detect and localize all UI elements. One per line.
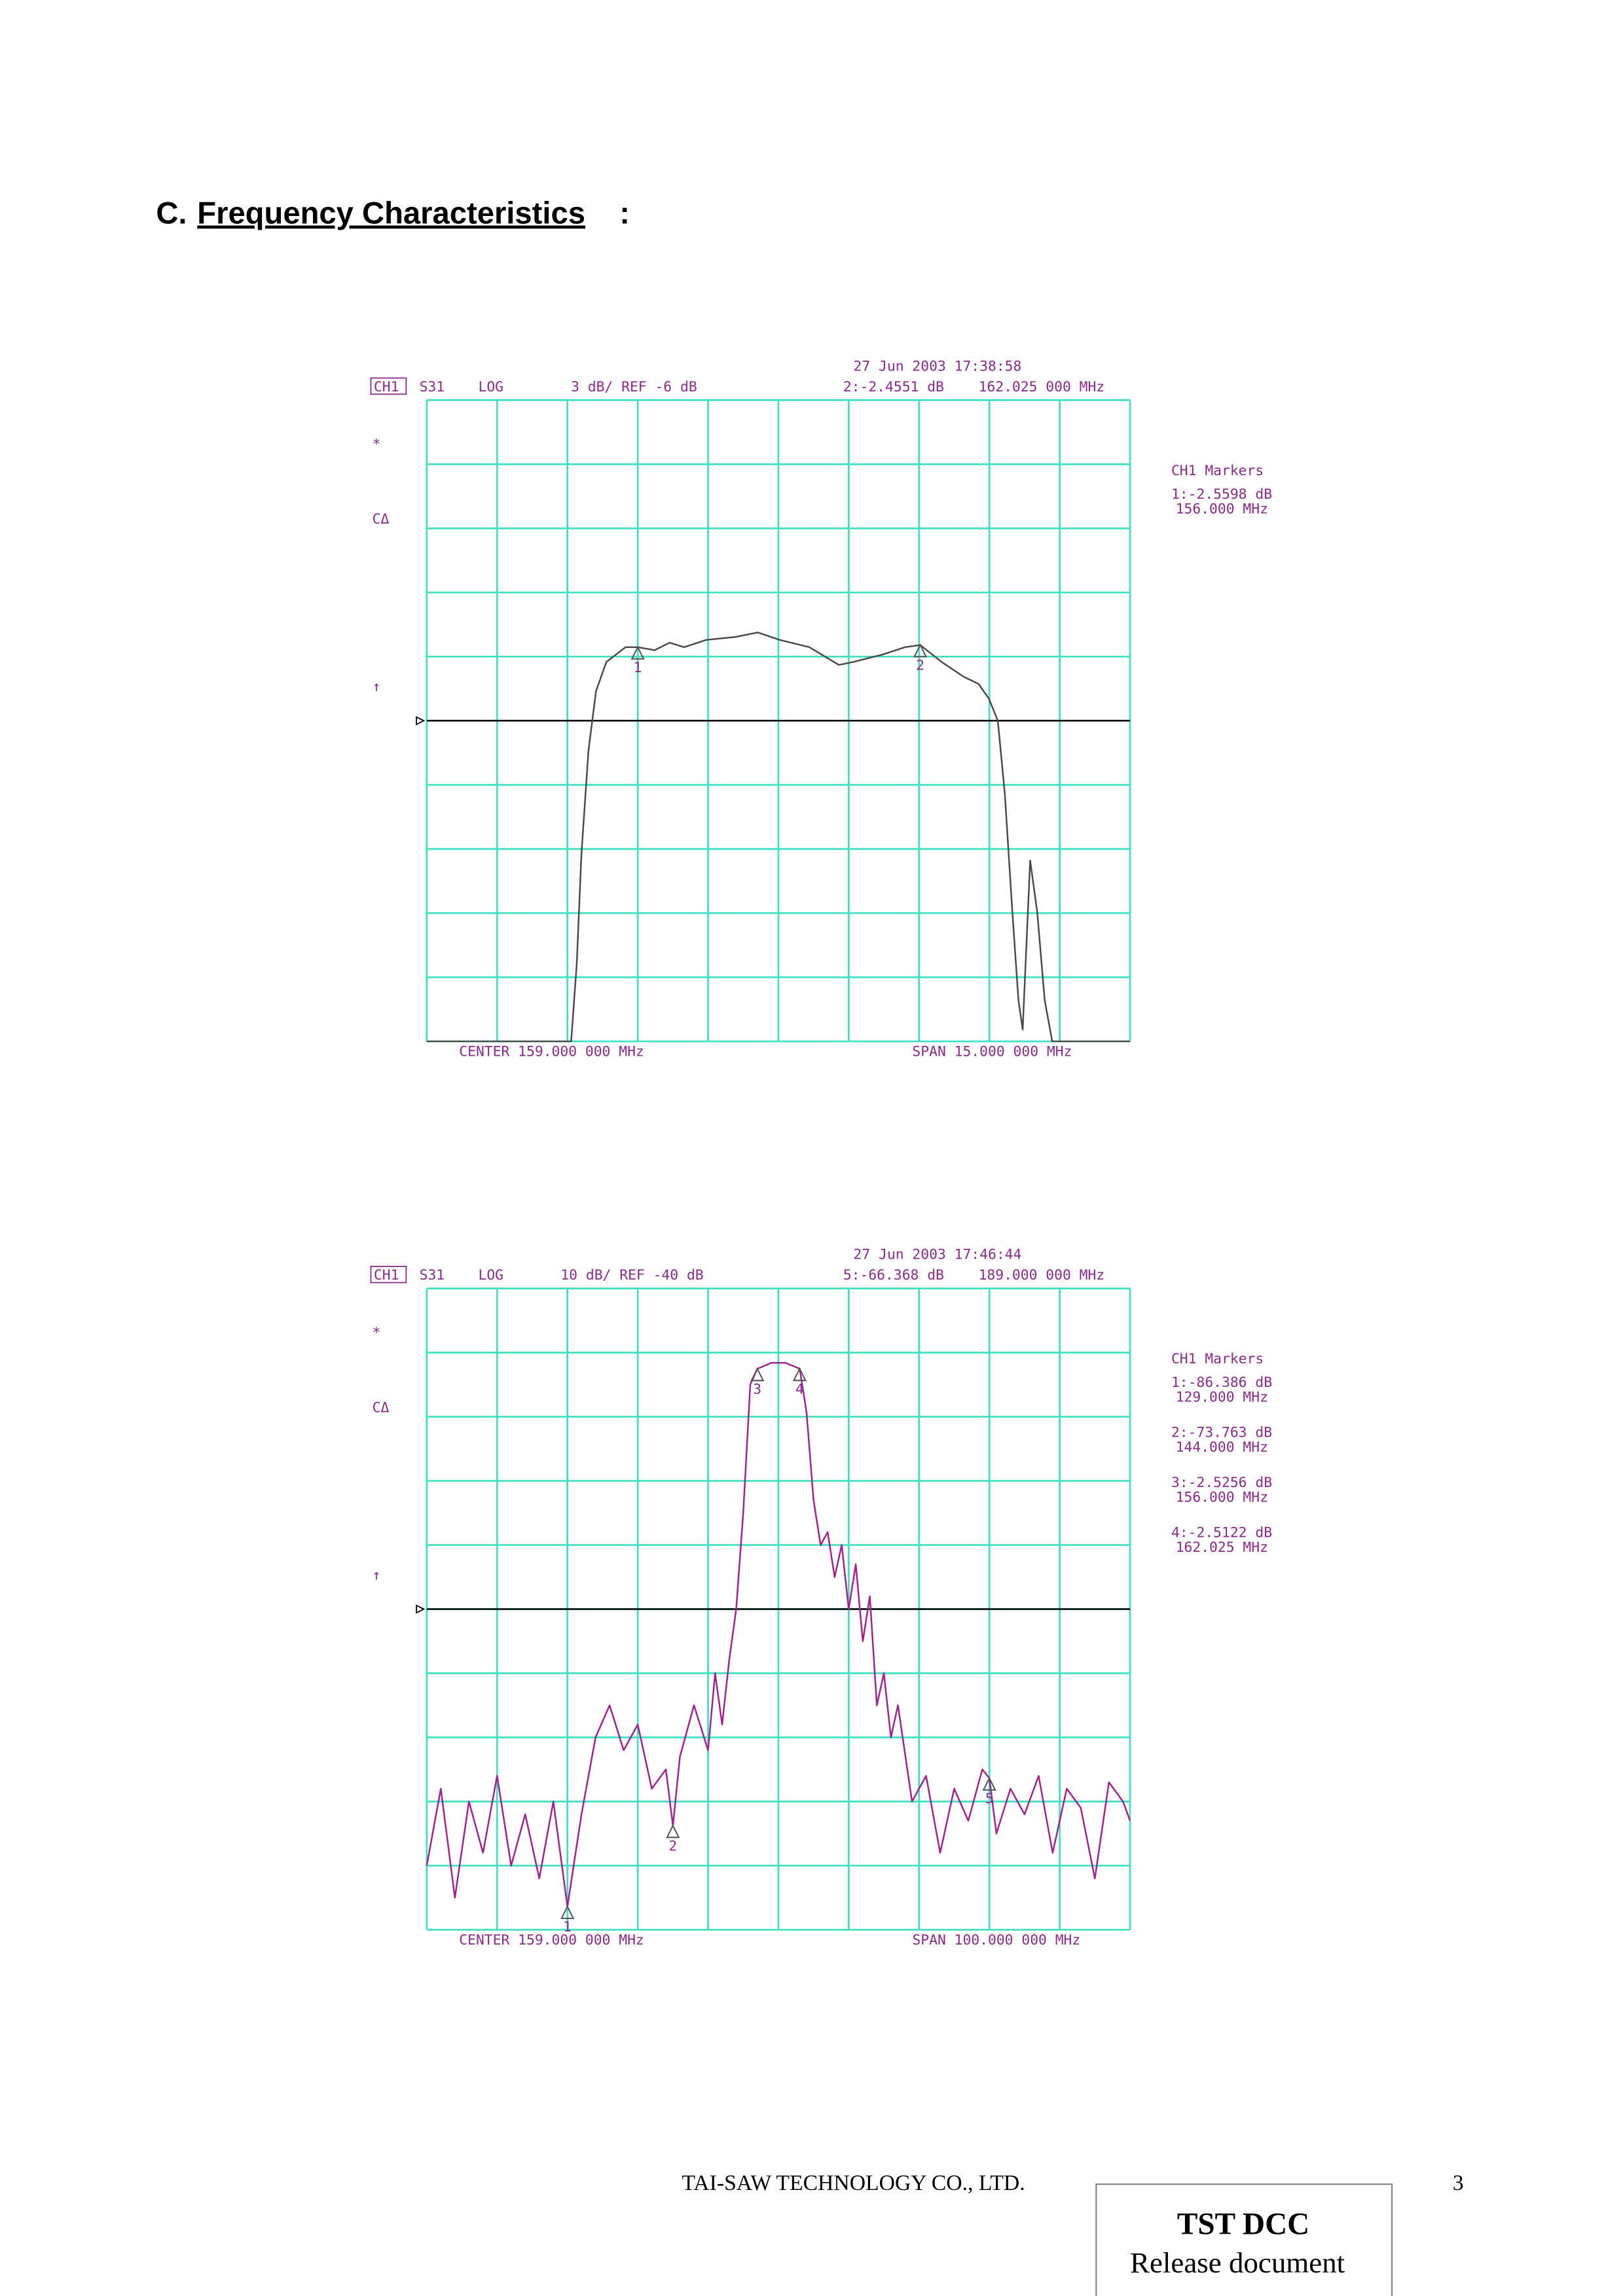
active-marker-freq: 162.025 000 MHz (979, 379, 1105, 395)
marker-readout: 162.025 MHz (1176, 1539, 1268, 1556)
marker-readout: 4:-2.5122 dB (1171, 1524, 1272, 1541)
status-symbol: ↑ (373, 1568, 381, 1584)
marker (666, 1824, 680, 1839)
marker-panel-title: CH1 Markers (1171, 463, 1264, 479)
format: LOG (478, 379, 503, 395)
active-marker: 2:-2.4551 dB (843, 379, 944, 395)
analyzer-plot: 27 Jun 2003 17:38:58 CH1 S31 LOG 3 dB/ REF -… (370, 358, 1272, 1060)
heading: C. Frequency Characteristics : (156, 196, 630, 231)
marker (792, 1367, 807, 1382)
marker-readout: 129.000 MHz (1176, 1390, 1268, 1406)
footer-company: TAI-SAW TECHNOLOGY CO., LTD. (682, 2171, 1025, 2195)
marker-readout: 156.000 MHz (1176, 501, 1268, 517)
marker-readout: 1:-86.386 dB (1171, 1374, 1272, 1391)
marker-label: 4 (795, 1381, 804, 1397)
marker-label: 1 (563, 1919, 572, 1935)
marker-label: 5 (985, 1791, 994, 1807)
page-number: 3 (1453, 2171, 1464, 2195)
active-marker: 5:-66.368 dB (843, 1267, 944, 1283)
center-label: CENTER 159.000 000 MHz (459, 1932, 644, 1948)
analyzer-plot: 27 Jun 2003 17:46:44 CH1 S31 LOG 10 dB/ REF … (370, 1247, 1272, 1948)
marker-label: 1 (634, 660, 642, 676)
stamp-box (1095, 2183, 1393, 2296)
parameter: S31 (420, 379, 445, 395)
heading-suffix: : (619, 196, 630, 231)
scale: 3 dB/ REF -6 dB (571, 379, 697, 395)
status-symbol: ↑ (373, 679, 381, 695)
status-symbol: * (373, 1325, 381, 1341)
marker (913, 643, 928, 658)
marker-readout: 2:-73.763 dB (1171, 1425, 1272, 1441)
marker-label: 2 (668, 1839, 677, 1855)
scale: 10 dB/ REF -40 dB (560, 1267, 703, 1283)
stamp-text: Release document (1130, 2246, 1345, 2279)
active-marker-freq: 189.000 000 MHz (979, 1267, 1105, 1283)
marker (750, 1367, 765, 1382)
reference-pointer (416, 1604, 426, 1614)
marker-readout: 156.000 MHz (1176, 1489, 1268, 1505)
span-label: SPAN 100.000 000 MHz (912, 1932, 1080, 1948)
channel-box (370, 1266, 407, 1283)
stamp-title: TST DCC (1177, 2208, 1309, 2242)
status-symbol: CΔ (373, 511, 390, 528)
trace (426, 1362, 1131, 1908)
heading-prefix: C. (156, 196, 187, 231)
marker (630, 645, 645, 660)
timestamp: 27 Jun 2003 17:46:44 (854, 1247, 1022, 1263)
marker-readout: 144.000 MHz (1176, 1439, 1268, 1456)
marker (560, 1905, 575, 1920)
channel: CH1 (374, 1267, 399, 1283)
channel: CH1 (374, 379, 399, 395)
marker-label: 2 (916, 658, 924, 674)
status-symbol: CΔ (373, 1399, 390, 1416)
marker-readout: 1:-2.5598 dB (1171, 486, 1272, 503)
marker (982, 1776, 996, 1791)
marker-panel-title: CH1 Markers (1171, 1351, 1264, 1367)
status-symbol: * (373, 436, 381, 452)
timestamp: 27 Jun 2003 17:38:58 (854, 358, 1022, 374)
span-label: SPAN 15.000 000 MHz (912, 1044, 1072, 1060)
marker-label: 3 (753, 1382, 761, 1398)
format: LOG (478, 1267, 503, 1283)
marker-readout: 3:-2.5256 dB (1171, 1475, 1272, 1491)
reference-pointer (416, 716, 426, 726)
heading-title: Frequency Characteristics (197, 196, 585, 231)
trace (426, 632, 1131, 1043)
channel-box (370, 377, 407, 395)
parameter: S31 (420, 1267, 445, 1283)
center-label: CENTER 159.000 000 MHz (459, 1044, 644, 1060)
